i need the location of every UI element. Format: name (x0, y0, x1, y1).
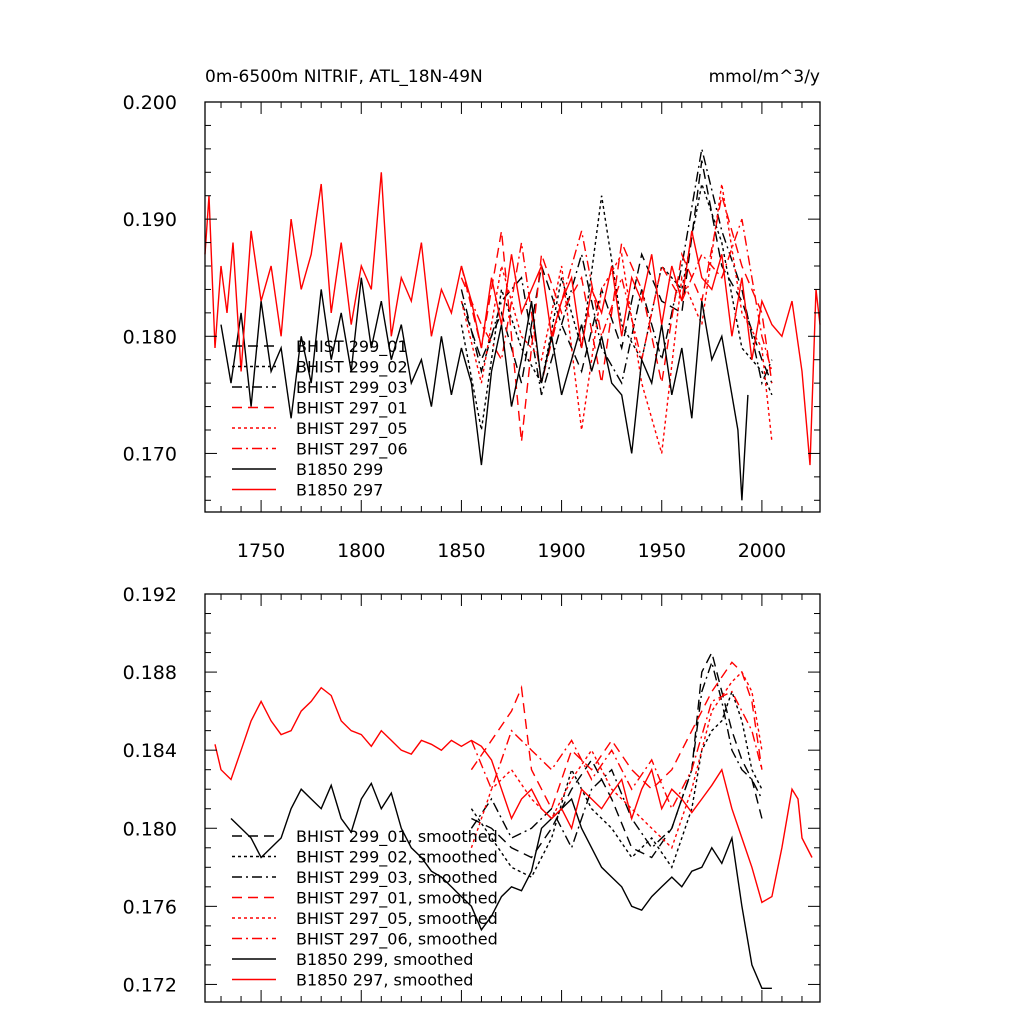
y-tick-label: 0.200 (123, 92, 177, 114)
y-tick-label: 0.176 (123, 896, 177, 918)
legend-entry: B1850 299, smoothed (296, 950, 473, 969)
y-tick-label: 0.172 (123, 974, 177, 996)
legend-entry: BHIST 297_06, smoothed (296, 930, 498, 950)
y-tick-label: 0.180 (123, 818, 177, 840)
series-line-top-2 (460, 148, 773, 396)
top-panel: 1750 1800 1850 1900 1950 2000 0.170 0.180 0.190 0… (123, 92, 821, 562)
legend-entry: B1850 297, smoothed (296, 971, 473, 990)
series-line-top-6 (220, 277, 749, 501)
legend-entry: BHIST 297_05, smoothed (296, 909, 498, 929)
series-line-bottom-5 (470, 690, 763, 811)
series-line-top-5 (460, 218, 773, 384)
chart-title: 0m-6500m NITRIF, ATL_18N-49N (205, 67, 483, 87)
units-label: mmol/m^3/y (709, 67, 820, 87)
legend-entry: BHIST 297_05 (296, 419, 408, 439)
series-line-bottom-3 (470, 661, 763, 811)
x-tick-label: 1800 (337, 540, 385, 562)
y-tick-label: 0.188 (123, 662, 177, 684)
plot-frame (204, 101, 821, 513)
series-line-bottom-2 (470, 659, 763, 850)
series-line-top-3 (460, 195, 773, 442)
legend-entry: BHIST 297_06 (296, 440, 408, 460)
series-line-top-7 (204, 172, 821, 466)
legend-entry: BHIST 299_02, smoothed (296, 848, 498, 868)
legend-entry: BHIST 297_01, smoothed (296, 889, 498, 909)
legend-entry: BHIST 299_01 (296, 337, 408, 357)
x-tick-label: 1950 (638, 540, 686, 562)
plot-frame (204, 593, 821, 1003)
series-line-bottom-1 (470, 689, 763, 879)
bottom-panel: 0.172 0.176 0.180 0.184 0.188 0.192 BHIST 299_… (123, 584, 821, 1003)
x-tick-label: 1750 (237, 540, 285, 562)
legend-entry: BHIST 299_02 (296, 358, 408, 378)
legend-entry: BHIST 299_03, smoothed (296, 868, 498, 888)
y-tick-label: 0.190 (123, 209, 177, 231)
y-tick-label: 0.180 (123, 326, 177, 348)
series-line-bottom-6 (230, 781, 772, 989)
x-tick-label: 1850 (437, 540, 485, 562)
x-tick-label: 1900 (537, 540, 585, 562)
series-line-bottom-0 (471, 650, 763, 859)
legend-entry: BHIST 299_01, smoothed (296, 827, 498, 847)
legend-entry: B1850 297 (296, 481, 383, 500)
legend-entry: B1850 299 (296, 460, 383, 479)
y-tick-label: 0.192 (123, 584, 177, 606)
legend-entry: BHIST 297_01 (296, 399, 408, 419)
series-line-bottom-7 (214, 686, 813, 904)
series-line-top-4 (460, 183, 773, 454)
y-tick-label: 0.184 (123, 740, 177, 762)
x-tick-label: 2000 (738, 540, 786, 562)
y-tick-label: 0.170 (123, 443, 177, 465)
legend-entry: BHIST 299_03 (296, 378, 408, 398)
series-line-top-1 (460, 181, 773, 431)
